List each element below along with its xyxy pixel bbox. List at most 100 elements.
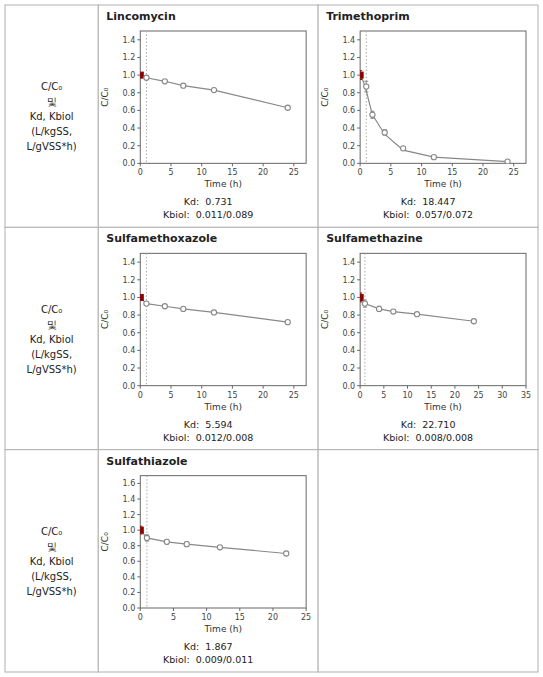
data-point bbox=[285, 105, 290, 110]
error-bar-cap bbox=[370, 118, 374, 119]
row-label: (L/kgSS, bbox=[31, 349, 72, 360]
chart: Sulfamethoxazole0.00.20.40.60.81.01.21.4… bbox=[100, 232, 306, 442]
reference-line bbox=[364, 253, 365, 385]
error-bar-cap bbox=[364, 91, 368, 92]
x-tick-label: 5 bbox=[388, 168, 393, 177]
data-point bbox=[211, 88, 216, 93]
chart-title: Trimethoprim bbox=[326, 10, 410, 23]
y-tick-label: 0.2 bbox=[123, 364, 136, 373]
y-tick-label: 0.2 bbox=[342, 142, 355, 151]
data-point bbox=[211, 310, 216, 315]
x-tick-label: 0 bbox=[358, 168, 363, 177]
row-label: 및 bbox=[47, 541, 57, 552]
data-point bbox=[181, 306, 186, 311]
data-point bbox=[471, 319, 476, 324]
caption: Kd: 0.731 bbox=[184, 196, 233, 207]
x-axis-label: Time (h) bbox=[423, 179, 462, 189]
data-point bbox=[144, 75, 149, 80]
y-tick-label: 1.4 bbox=[342, 258, 355, 267]
error-bar bbox=[360, 293, 362, 302]
y-tick-label: 0.2 bbox=[123, 588, 136, 597]
y-tick-label: 0.8 bbox=[123, 542, 136, 551]
caption: Kbiol: 0.057/0.072 bbox=[383, 209, 473, 220]
error-bar bbox=[415, 312, 419, 316]
y-tick-label: 1.2 bbox=[123, 511, 136, 520]
data-point bbox=[285, 320, 290, 325]
table-cell bbox=[98, 5, 318, 227]
y-tick-label: 1.4 bbox=[123, 36, 136, 45]
plot-frame bbox=[140, 31, 306, 163]
error-bar-cap bbox=[363, 300, 367, 301]
plot-area bbox=[360, 31, 510, 163]
error-bar bbox=[144, 302, 148, 306]
y-tick-label: 0.6 bbox=[123, 329, 136, 338]
data-point bbox=[376, 306, 381, 311]
caption: Kbiol: 0.009/0.011 bbox=[163, 654, 253, 665]
plot-frame bbox=[360, 253, 526, 385]
chart: Sulfathiazole0.00.20.40.60.81.01.21.41.6… bbox=[100, 455, 311, 665]
error-bar bbox=[181, 84, 185, 88]
x-tick-label: 25 bbox=[474, 391, 484, 400]
plot-area bbox=[360, 253, 476, 385]
error-bar bbox=[286, 320, 290, 324]
y-tick-label: 0.6 bbox=[342, 106, 355, 115]
y-tick-label: 0.6 bbox=[342, 329, 355, 338]
data-point bbox=[362, 301, 367, 306]
y-tick-label: 0.4 bbox=[123, 346, 136, 355]
error-bar bbox=[383, 130, 387, 135]
table-cell bbox=[5, 450, 98, 672]
x-tick-label: 15 bbox=[227, 391, 237, 400]
y-tick-label: 0.0 bbox=[342, 159, 355, 168]
row-label: (L/kgSS, bbox=[31, 571, 72, 582]
table-cell bbox=[318, 450, 538, 672]
data-point bbox=[181, 83, 186, 88]
y-tick-label: 1.2 bbox=[123, 276, 136, 285]
x-tick-label: 0 bbox=[138, 613, 143, 622]
plot-frame bbox=[140, 476, 306, 608]
error-bar-cap bbox=[370, 111, 374, 112]
data-point bbox=[360, 72, 363, 78]
x-axis-label: Time (h) bbox=[203, 179, 242, 189]
data-point bbox=[284, 551, 289, 556]
table-cell bbox=[5, 5, 98, 227]
y-tick-label: 0.2 bbox=[123, 142, 136, 151]
x-tick-label: 35 bbox=[521, 391, 531, 400]
data-point bbox=[217, 545, 222, 550]
x-tick-label: 0 bbox=[358, 391, 363, 400]
plot-area bbox=[140, 253, 290, 385]
error-bar bbox=[370, 111, 374, 118]
x-axis-label: Time (h) bbox=[203, 402, 242, 412]
table-cell bbox=[98, 227, 318, 449]
error-bar bbox=[212, 311, 216, 315]
chart-title: Sulfathiazole bbox=[106, 455, 187, 468]
row-label: (L/kgSS, bbox=[31, 126, 72, 137]
error-bar-cap bbox=[140, 534, 142, 535]
y-tick-label: 1.2 bbox=[342, 276, 355, 285]
row-label: Kd, Kbiol bbox=[30, 334, 74, 345]
data-point bbox=[391, 309, 396, 314]
y-tick-label: 1.2 bbox=[123, 53, 136, 62]
error-bar bbox=[181, 307, 185, 311]
table-cell bbox=[5, 227, 98, 449]
error-bar bbox=[377, 306, 381, 311]
y-tick-label: 0.0 bbox=[123, 604, 136, 613]
y-tick-label: 1.0 bbox=[123, 71, 136, 80]
table-cell bbox=[318, 227, 538, 449]
error-bar-cap bbox=[360, 79, 362, 80]
x-tick-label: 0 bbox=[138, 168, 143, 177]
data-point bbox=[370, 112, 375, 117]
reference-line bbox=[146, 476, 147, 608]
caption: Kbiol: 0.011/0.089 bbox=[163, 209, 253, 220]
data-point bbox=[505, 159, 510, 163]
data-point bbox=[184, 542, 189, 547]
data-point bbox=[431, 155, 436, 160]
y-tick-label: 0.8 bbox=[123, 311, 136, 320]
error-bar-cap bbox=[360, 293, 362, 294]
x-tick-label: 25 bbox=[289, 391, 299, 400]
chart: Lincomycin0.00.20.40.60.81.01.21.4051015… bbox=[100, 10, 306, 220]
fit-line bbox=[360, 297, 474, 321]
row-label: Kd, Kbiol bbox=[30, 111, 74, 122]
y-tick-label: 0.8 bbox=[342, 89, 355, 98]
data-point bbox=[414, 312, 419, 317]
chart: Trimethoprim0.00.20.40.60.81.01.21.40510… bbox=[320, 10, 526, 220]
